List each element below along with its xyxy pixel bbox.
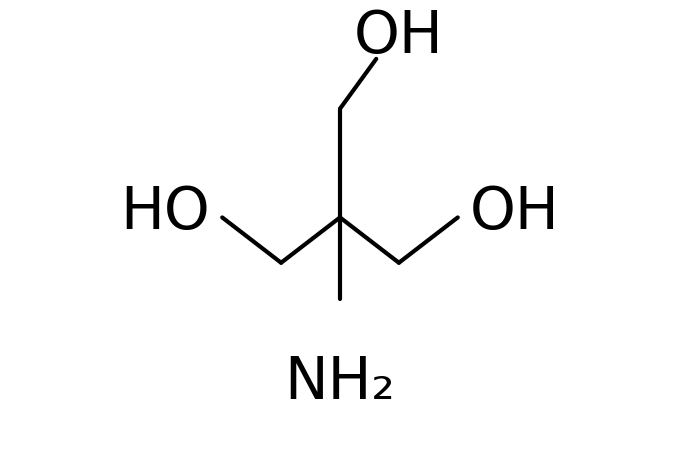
Text: OH: OH <box>469 184 559 241</box>
Text: OH: OH <box>354 8 444 65</box>
Text: NH₂: NH₂ <box>285 354 395 411</box>
Text: HO: HO <box>121 184 211 241</box>
